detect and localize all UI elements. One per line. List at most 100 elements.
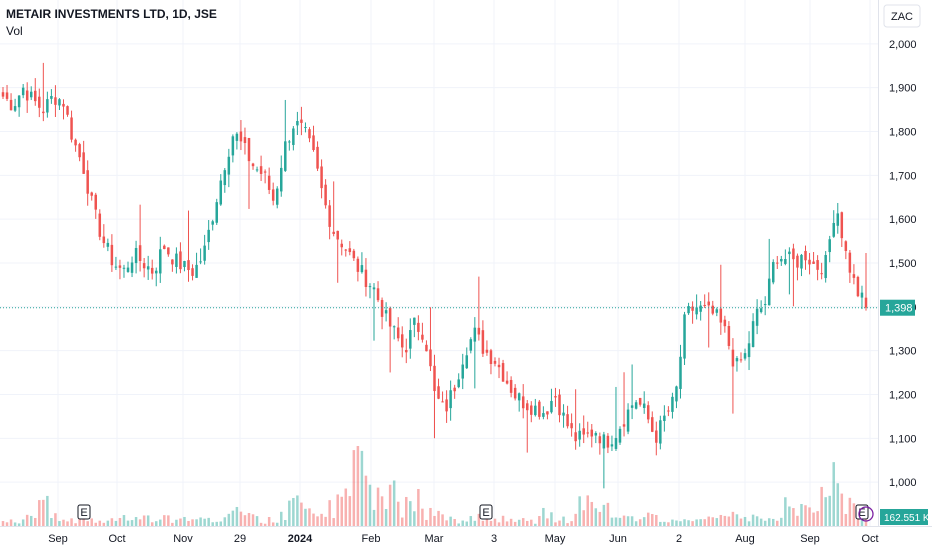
earnings-marker[interactable]: E — [77, 504, 91, 520]
volume-value: 162.551 K — [884, 513, 930, 524]
volume-bar — [449, 516, 452, 526]
candle-body — [344, 249, 348, 251]
volume-bar — [70, 518, 73, 526]
candle-body — [219, 180, 223, 205]
volume-bar — [759, 518, 763, 526]
candle-body — [275, 188, 279, 205]
volume-bar — [771, 518, 775, 526]
candle-body — [106, 242, 110, 247]
candle-body — [392, 326, 396, 328]
candle-body — [46, 99, 49, 113]
candle-body — [546, 411, 549, 415]
candle-body — [17, 95, 21, 108]
volume-bar — [421, 508, 424, 526]
candle-body — [320, 166, 323, 189]
candle-body — [538, 401, 541, 417]
volume-bar — [259, 522, 263, 526]
candle-body — [864, 297, 868, 308]
time-tick-label: Sep — [48, 533, 68, 545]
candle-body — [586, 432, 589, 434]
volume-bar — [126, 520, 130, 526]
candle-body — [792, 248, 795, 260]
volume-bar — [546, 518, 549, 526]
candle-body — [493, 360, 497, 364]
candle-body — [824, 255, 827, 279]
candle-body — [695, 307, 698, 315]
circle-icon[interactable] — [858, 506, 874, 522]
volume-bar — [505, 521, 509, 526]
candle-body — [126, 267, 130, 272]
candle-body — [667, 410, 670, 412]
candle-body — [513, 387, 517, 399]
volume-bar — [429, 507, 432, 526]
volume-bar — [247, 512, 251, 526]
candle-body — [800, 254, 803, 269]
candle-body — [203, 245, 206, 261]
candle-body — [247, 137, 251, 162]
candle-body — [159, 249, 162, 274]
candle-body — [142, 263, 146, 269]
candle-body — [25, 90, 29, 101]
candle-body — [163, 245, 166, 250]
currency-button[interactable]: ZAC — [883, 4, 921, 28]
volume-bar — [90, 518, 93, 526]
candle-body — [711, 305, 715, 314]
volume-bar — [167, 515, 170, 526]
volume-bar — [655, 514, 658, 526]
candle-body — [207, 229, 210, 243]
candle-body — [199, 261, 202, 263]
volume-bar — [586, 495, 589, 526]
volume-bar — [816, 511, 819, 526]
volume-bar — [21, 519, 25, 526]
candle-body — [449, 390, 452, 409]
volume-bar — [812, 512, 815, 526]
candle-body — [223, 170, 227, 186]
volume-bar — [433, 515, 436, 526]
volume-bar — [368, 484, 372, 526]
price-axis[interactable]: 1,0001,1001,2001,3001,4001,5001,6001,700… — [889, 39, 917, 489]
volume-bar — [336, 494, 339, 526]
candle-body — [21, 87, 25, 96]
volume-bar — [517, 519, 521, 526]
earnings-flag-icon — [479, 504, 493, 520]
candle-body — [348, 248, 352, 253]
volume-bar — [122, 515, 126, 526]
volume-bar — [13, 522, 17, 526]
volume-bar — [66, 521, 69, 526]
volume-bar — [566, 523, 569, 526]
time-tick-label: 2024 — [288, 533, 313, 545]
volume-bar — [231, 510, 235, 526]
candle-body — [352, 250, 356, 259]
volume-bar — [852, 503, 856, 526]
volume-bar — [699, 519, 702, 526]
time-tick-label: Oct — [108, 533, 125, 545]
price-tick-label: 1,500 — [889, 258, 917, 270]
earnings-marker[interactable]: E — [479, 504, 493, 520]
alert-marker[interactable] — [858, 506, 874, 522]
candle-body — [719, 308, 723, 323]
candle-body — [497, 364, 501, 368]
volume-bar — [312, 513, 315, 526]
candle-body — [517, 393, 521, 401]
volume-bar — [171, 522, 174, 526]
volume-bar — [804, 505, 807, 526]
candle-body — [300, 119, 303, 123]
candle-body — [312, 135, 315, 151]
candle-body — [146, 266, 150, 270]
volume-bar — [267, 516, 271, 526]
candle-body — [154, 270, 158, 274]
candle-body — [679, 356, 682, 389]
volume-bar — [25, 514, 29, 526]
candle-body — [453, 387, 456, 392]
volume-bar — [142, 515, 146, 526]
volume-bar — [275, 522, 279, 526]
candle-body — [259, 166, 263, 174]
candle-body — [417, 322, 420, 332]
time-axis[interactable]: Sep Oct Nov 29 2024 Feb Mar 3 May Jun 2 Aug Sep Oct — [48, 533, 878, 545]
volume-bar — [788, 506, 791, 526]
candle-body — [727, 325, 731, 346]
volume-bar — [642, 517, 646, 526]
candle-body — [485, 349, 489, 353]
candle-body — [562, 412, 565, 416]
